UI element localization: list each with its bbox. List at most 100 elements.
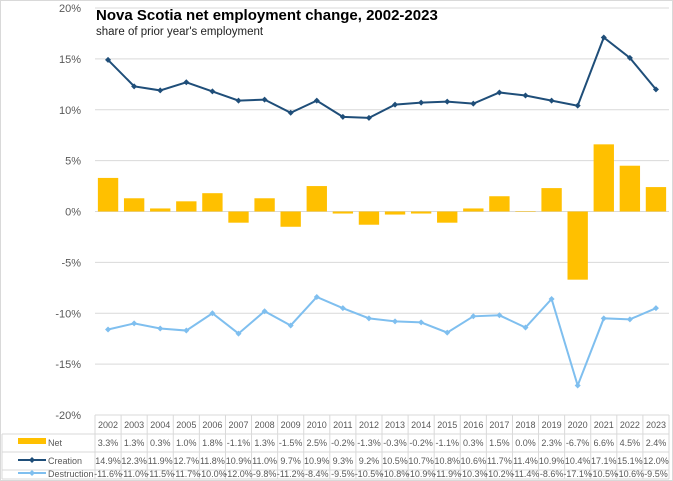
marker-creation xyxy=(522,92,529,99)
y-tick-label: 20% xyxy=(59,3,81,15)
marker-creation xyxy=(600,34,607,41)
y-tick-label: 0% xyxy=(65,207,81,219)
x-tick-label: 2021 xyxy=(594,420,614,430)
data-cell-net: 1.3% xyxy=(124,438,145,448)
bar-net xyxy=(123,198,145,212)
x-tick-label: 2020 xyxy=(568,420,588,430)
data-cell-destruction: -8.6% xyxy=(540,469,564,479)
x-tick-label: 2017 xyxy=(489,420,509,430)
data-cell-destruction: -12.0% xyxy=(224,469,253,479)
x-tick-label: 2008 xyxy=(255,420,275,430)
y-tick-label: -5% xyxy=(61,257,81,269)
marker-creation xyxy=(365,114,372,121)
data-cell-destruction: -11.6% xyxy=(94,469,122,479)
data-cell-destruction: -11.5% xyxy=(146,469,174,479)
data-cell-net: 2.5% xyxy=(307,438,328,448)
data-cell-destruction: -11.7% xyxy=(172,469,200,479)
data-cell-creation: 12.0% xyxy=(643,456,669,466)
x-tick-label: 2019 xyxy=(542,420,562,430)
data-cell-creation: 10.9% xyxy=(304,456,330,466)
marker-creation xyxy=(261,96,268,103)
data-cell-destruction: -17.1% xyxy=(563,469,592,479)
bar-net xyxy=(515,211,536,212)
x-tick-label: 2002 xyxy=(98,420,118,430)
bar-net xyxy=(541,188,562,212)
data-cell-destruction: -10.5% xyxy=(590,469,619,479)
x-tick-label: 2010 xyxy=(307,420,327,430)
x-tick-label: 2003 xyxy=(124,420,144,430)
data-cell-destruction: -10.0% xyxy=(198,469,227,479)
marker-destruction xyxy=(548,296,555,303)
marker-creation xyxy=(313,97,320,104)
data-cell-creation: 17.1% xyxy=(591,456,617,466)
data-cell-destruction: -10.8% xyxy=(381,469,410,479)
bar-net xyxy=(97,177,119,212)
data-cell-creation: 9.3% xyxy=(333,456,354,466)
data-cell-destruction: -10.3% xyxy=(459,469,488,479)
x-tick-label: 2013 xyxy=(385,420,405,430)
data-cell-creation: 9.2% xyxy=(359,456,380,466)
data-cell-net: 0.3% xyxy=(463,438,484,448)
x-tick-label: 2023 xyxy=(646,420,666,430)
data-cell-creation: 11.7% xyxy=(487,456,512,466)
legend-label-creation: Creation xyxy=(48,456,82,466)
marker-destruction xyxy=(444,329,451,336)
data-cell-destruction: -10.2% xyxy=(485,469,514,479)
bar-net xyxy=(176,201,197,212)
marker-creation xyxy=(209,88,216,95)
data-cell-creation: 9.7% xyxy=(280,456,301,466)
marker-creation xyxy=(418,99,425,106)
chart-subtitle: share of prior year's employment xyxy=(96,26,264,38)
data-cell-net: -1.1% xyxy=(227,438,251,448)
bar-net xyxy=(437,211,458,223)
legend-marker-creation xyxy=(29,457,35,463)
data-cell-net: 2.3% xyxy=(541,438,562,448)
x-tick-label: 2006 xyxy=(202,420,222,430)
bar-net xyxy=(619,165,641,212)
marker-destruction xyxy=(313,293,320,300)
data-cell-destruction: -9.5% xyxy=(331,469,355,479)
data-cell-net: -0.2% xyxy=(331,438,355,448)
marker-destruction xyxy=(574,382,581,389)
legend-marker-destruction xyxy=(29,470,35,476)
y-tick-label: -15% xyxy=(55,359,81,371)
bar-net xyxy=(280,211,301,227)
marker-destruction xyxy=(105,326,112,333)
data-cell-creation: 10.9% xyxy=(539,456,565,466)
data-cell-net: 3.3% xyxy=(98,438,119,448)
data-cell-creation: 11.9% xyxy=(148,456,173,466)
data-cell-destruction: -10.9% xyxy=(407,469,436,479)
marker-destruction xyxy=(157,325,164,332)
x-tick-label: 2009 xyxy=(281,420,301,430)
x-tick-label: 2004 xyxy=(150,420,170,430)
marker-creation xyxy=(548,97,555,104)
data-cell-net: 6.6% xyxy=(594,438,615,448)
data-cell-creation: 12.3% xyxy=(121,456,147,466)
data-cell-net: -0.3% xyxy=(383,438,407,448)
bar-net xyxy=(645,187,667,212)
bar-net xyxy=(306,186,327,212)
data-cell-destruction: -11.9% xyxy=(433,469,461,479)
bar-net xyxy=(202,193,223,212)
x-tick-label: 2012 xyxy=(359,420,379,430)
data-cell-net: 1.5% xyxy=(489,438,510,448)
bar-net xyxy=(567,211,588,280)
data-cell-creation: 14.9% xyxy=(95,456,121,466)
marker-creation xyxy=(444,98,451,105)
marker-destruction xyxy=(365,315,372,322)
marker-creation xyxy=(105,56,112,63)
data-cell-creation: 10.7% xyxy=(408,456,434,466)
data-cell-creation: 12.7% xyxy=(174,456,200,466)
data-cell-net: 1.8% xyxy=(202,438,223,448)
data-cell-creation: 10.9% xyxy=(226,456,252,466)
marker-destruction xyxy=(470,313,477,320)
data-cell-creation: 10.4% xyxy=(565,456,591,466)
chart-title: Nova Scotia net employment change, 2002-… xyxy=(96,7,438,24)
marker-creation xyxy=(392,101,399,108)
marker-destruction xyxy=(392,318,399,325)
marker-destruction xyxy=(183,327,190,334)
marker-destruction xyxy=(339,305,346,312)
data-cell-destruction: -10.6% xyxy=(616,469,645,479)
marker-creation xyxy=(339,113,346,120)
